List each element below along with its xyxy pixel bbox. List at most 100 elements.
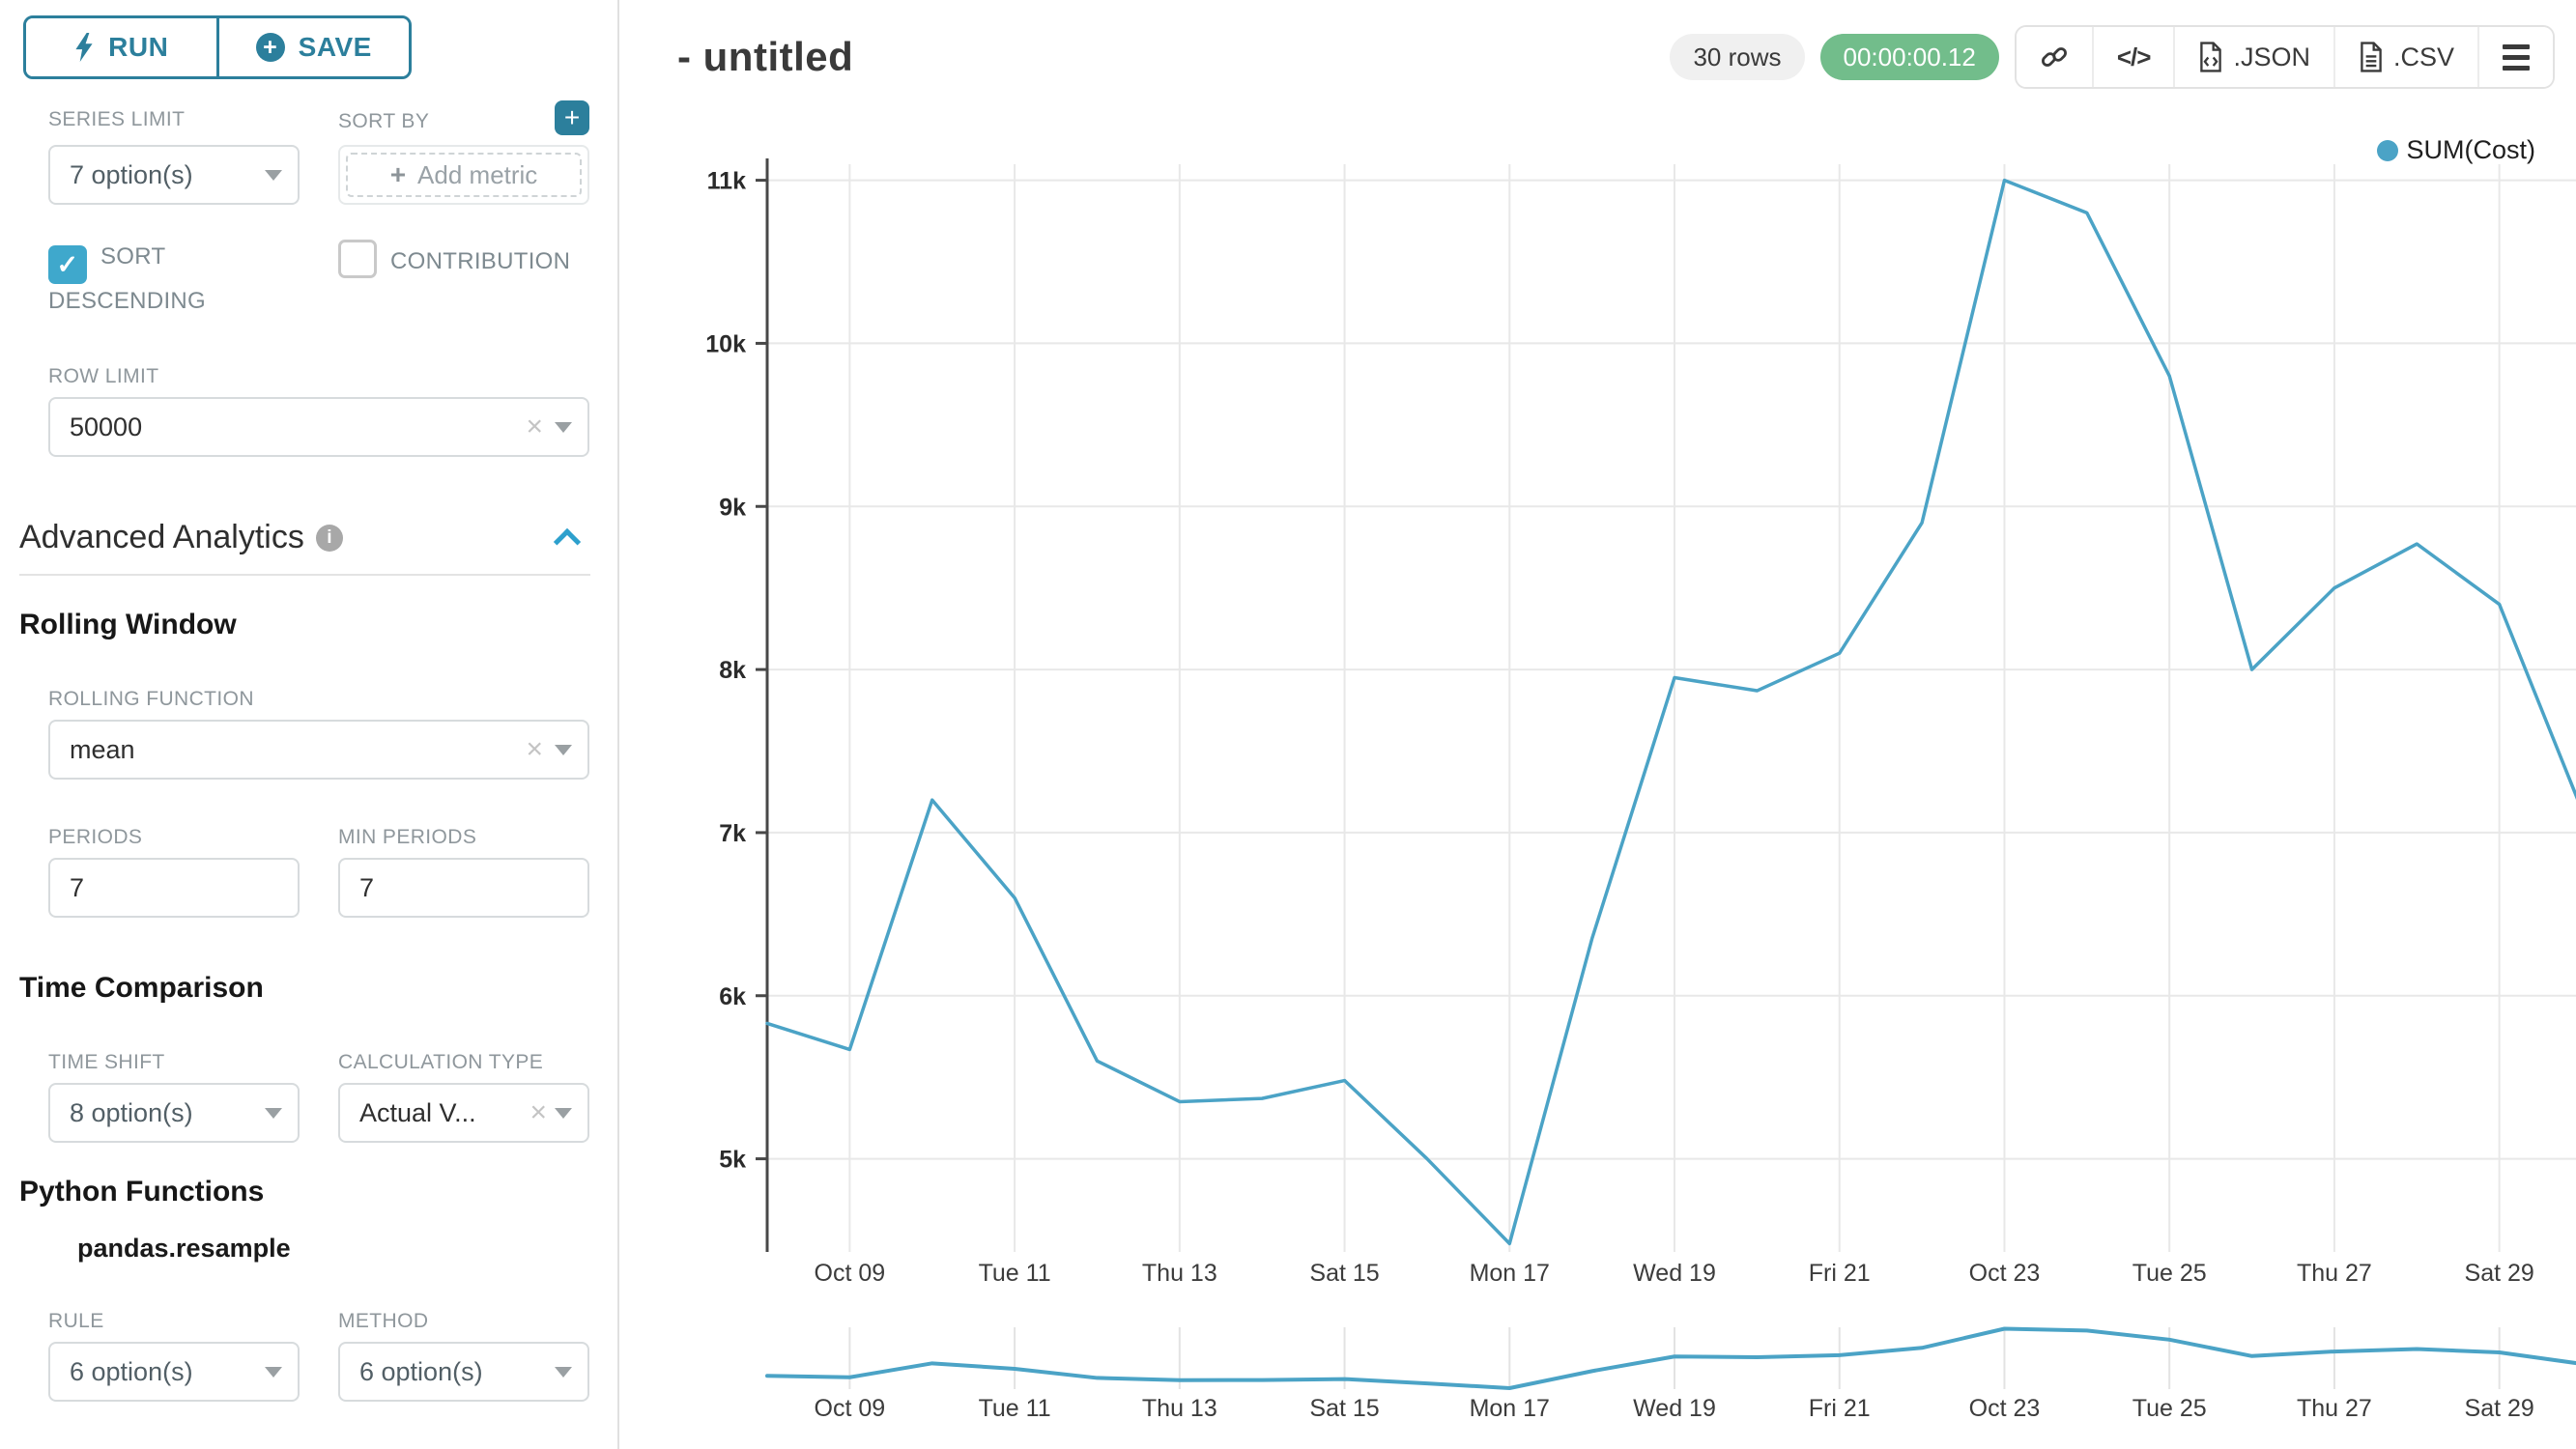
periods-field: PERIODS 7 <box>48 826 300 918</box>
calculation-type-select[interactable]: Actual V... × <box>338 1083 589 1143</box>
time-comparison-title: Time Comparison <box>19 972 264 1004</box>
run-save-button-group: RUN + SAVE <box>23 15 412 79</box>
y-tick-label: 9k <box>719 494 746 521</box>
x-tick-label: Sat 29 <box>2465 1260 2534 1287</box>
link-icon <box>2041 47 2067 67</box>
rolling-window-title: Rolling Window <box>19 609 237 640</box>
min-periods-field: MIN PERIODS 7 <box>338 826 589 918</box>
checkbox-unchecked-icon[interactable] <box>338 240 377 278</box>
contribution-checkbox[interactable]: CONTRIBUTION <box>338 240 589 319</box>
legend-dot <box>2376 139 2398 161</box>
x-tick-label: Wed 19 <box>1633 1260 1716 1287</box>
calculation-type-label: CALCULATION TYPE <box>338 1051 544 1073</box>
more-options-button[interactable] <box>2477 27 2553 87</box>
chevron-up-icon[interactable] <box>553 527 582 555</box>
clear-icon[interactable]: × <box>526 411 543 442</box>
row-limit-field: ROW LIMIT 50000 × <box>48 365 590 457</box>
file-code-icon <box>2200 42 2222 72</box>
export-json-button[interactable]: .JSON <box>2173 27 2333 87</box>
caret-down-icon <box>265 1107 282 1119</box>
run-button[interactable]: RUN <box>26 18 216 76</box>
rule-label: RULE <box>48 1310 104 1332</box>
y-tick-label: 8k <box>719 657 746 684</box>
rolling-function-field: ROLLING FUNCTION mean × <box>48 688 590 780</box>
controls-sidebar: RUN + SAVE SERIES LIMIT SORT BY + 7 opti… <box>0 0 619 1449</box>
add-metric-button[interactable]: + Add metric <box>346 153 582 197</box>
timeseries-chart[interactable]: 11k 10k 9k 8k 7k 6k 5k Oct 09 Oct 09 Tue 11 Tue 11… <box>619 0 2576 1449</box>
rolling-function-select[interactable]: mean × <box>48 720 589 780</box>
mini-x-tick-label: Mon 17 <box>1470 1395 1550 1422</box>
row-limit-select[interactable]: 50000 × <box>48 397 589 457</box>
time-shift-select[interactable]: 8 option(s) <box>48 1083 300 1143</box>
export-csv-button[interactable]: .CSV <box>2333 27 2477 87</box>
min-periods-value: 7 <box>359 872 375 902</box>
method-value: 6 option(s) <box>359 1356 483 1386</box>
min-periods-label: MIN PERIODS <box>338 826 477 848</box>
mini-x-tick-label: Oct 23 <box>1969 1395 2041 1422</box>
caret-down-icon <box>555 744 572 755</box>
clear-icon[interactable]: × <box>530 1096 547 1128</box>
time-shift-value: 8 option(s) <box>70 1097 193 1127</box>
method-select[interactable]: 6 option(s) <box>338 1342 589 1402</box>
python-functions-title: Python Functions <box>19 1176 265 1208</box>
mini-series-line <box>765 1326 2576 1390</box>
x-tick-label: Thu 13 <box>1142 1260 1217 1287</box>
x-tick-label: Oct 09 <box>815 1260 886 1287</box>
mini-x-tick-label: Sat 15 <box>1309 1395 1379 1422</box>
periods-input[interactable]: 7 <box>48 858 300 918</box>
plus-icon: + <box>389 159 407 189</box>
mini-x-tick-label: Fri 21 <box>1809 1395 1871 1422</box>
periods-value: 7 <box>70 872 85 902</box>
mini-x-tick-label: Thu 13 <box>1142 1395 1217 1422</box>
lightning-icon <box>75 33 93 62</box>
mini-x-tick-label: Thu 27 <box>2297 1395 2372 1422</box>
embed-code-button[interactable]: </> <box>2091 27 2174 87</box>
rule-select[interactable]: 6 option(s) <box>48 1342 300 1402</box>
pandas-resample-subtitle: pandas.resample <box>77 1234 291 1263</box>
series-line <box>765 178 2576 1246</box>
y-tick-label: 10k <box>705 330 746 357</box>
clear-icon[interactable]: × <box>526 733 543 765</box>
save-button[interactable]: + SAVE <box>215 18 409 76</box>
export-json-label: .JSON <box>2233 42 2310 71</box>
save-button-label: SAVE <box>298 32 372 62</box>
chart-header: - untitled 30 rows 00:00:00.12 </> <box>619 0 2576 89</box>
chart-title: - untitled <box>677 34 854 79</box>
menu-icon <box>2503 43 2530 71</box>
y-tick-label: 6k <box>719 983 746 1010</box>
sort-descending-checkbox[interactable]: ✓ SORT DESCENDING <box>48 240 300 319</box>
row-limit-value: 50000 <box>70 412 143 441</box>
check-icon: ✓ <box>56 250 79 279</box>
caret-down-icon <box>555 1366 572 1378</box>
plus-circle-icon: + <box>255 33 285 62</box>
series-limit-select[interactable]: 7 option(s) <box>48 145 300 205</box>
checkbox-checked-icon[interactable]: ✓ <box>48 245 87 284</box>
caret-down-icon <box>265 169 282 181</box>
min-periods-input[interactable]: 7 <box>338 858 589 918</box>
section-divider <box>19 574 590 576</box>
file-text-icon <box>2361 42 2382 72</box>
x-tick-label: Mon 17 <box>1470 1260 1550 1287</box>
sort-by-control: + Add metric <box>338 145 589 205</box>
advanced-analytics-header: Advanced Analytics i <box>19 519 590 556</box>
contribution-label: CONTRIBUTION <box>390 248 571 274</box>
add-metric-label: Add metric <box>417 159 538 189</box>
export-csv-label: .CSV <box>2392 42 2454 71</box>
mini-x-tick-label: Oct 09 <box>815 1395 886 1422</box>
chart-legend[interactable]: SUM(Cost) <box>2376 135 2536 165</box>
info-icon: i <box>315 524 343 552</box>
mini-x-tick-label: Sat 29 <box>2465 1395 2534 1422</box>
sort-by-add-button[interactable]: + <box>555 100 589 135</box>
export-button-group: </> .JSON .CSV <box>2014 25 2555 89</box>
mini-x-tick-label: Tue 11 <box>979 1395 1051 1422</box>
copy-link-button[interactable] <box>2016 27 2092 87</box>
time-shift-label: TIME SHIFT <box>48 1051 165 1073</box>
method-field: METHOD 6 option(s) <box>338 1310 589 1402</box>
x-tick-label: Tue 25 <box>2132 1260 2207 1287</box>
rule-field: RULE 6 option(s) <box>48 1310 300 1402</box>
calculation-type-field: CALCULATION TYPE Actual V... × <box>338 1051 589 1143</box>
chart-header-actions: 30 rows 00:00:00.12 </> <box>1670 25 2555 89</box>
calculation-type-value: Actual V... <box>359 1097 476 1127</box>
legend-series-label: SUM(Cost) <box>2406 135 2536 164</box>
rolling-function-value: mean <box>70 734 135 764</box>
